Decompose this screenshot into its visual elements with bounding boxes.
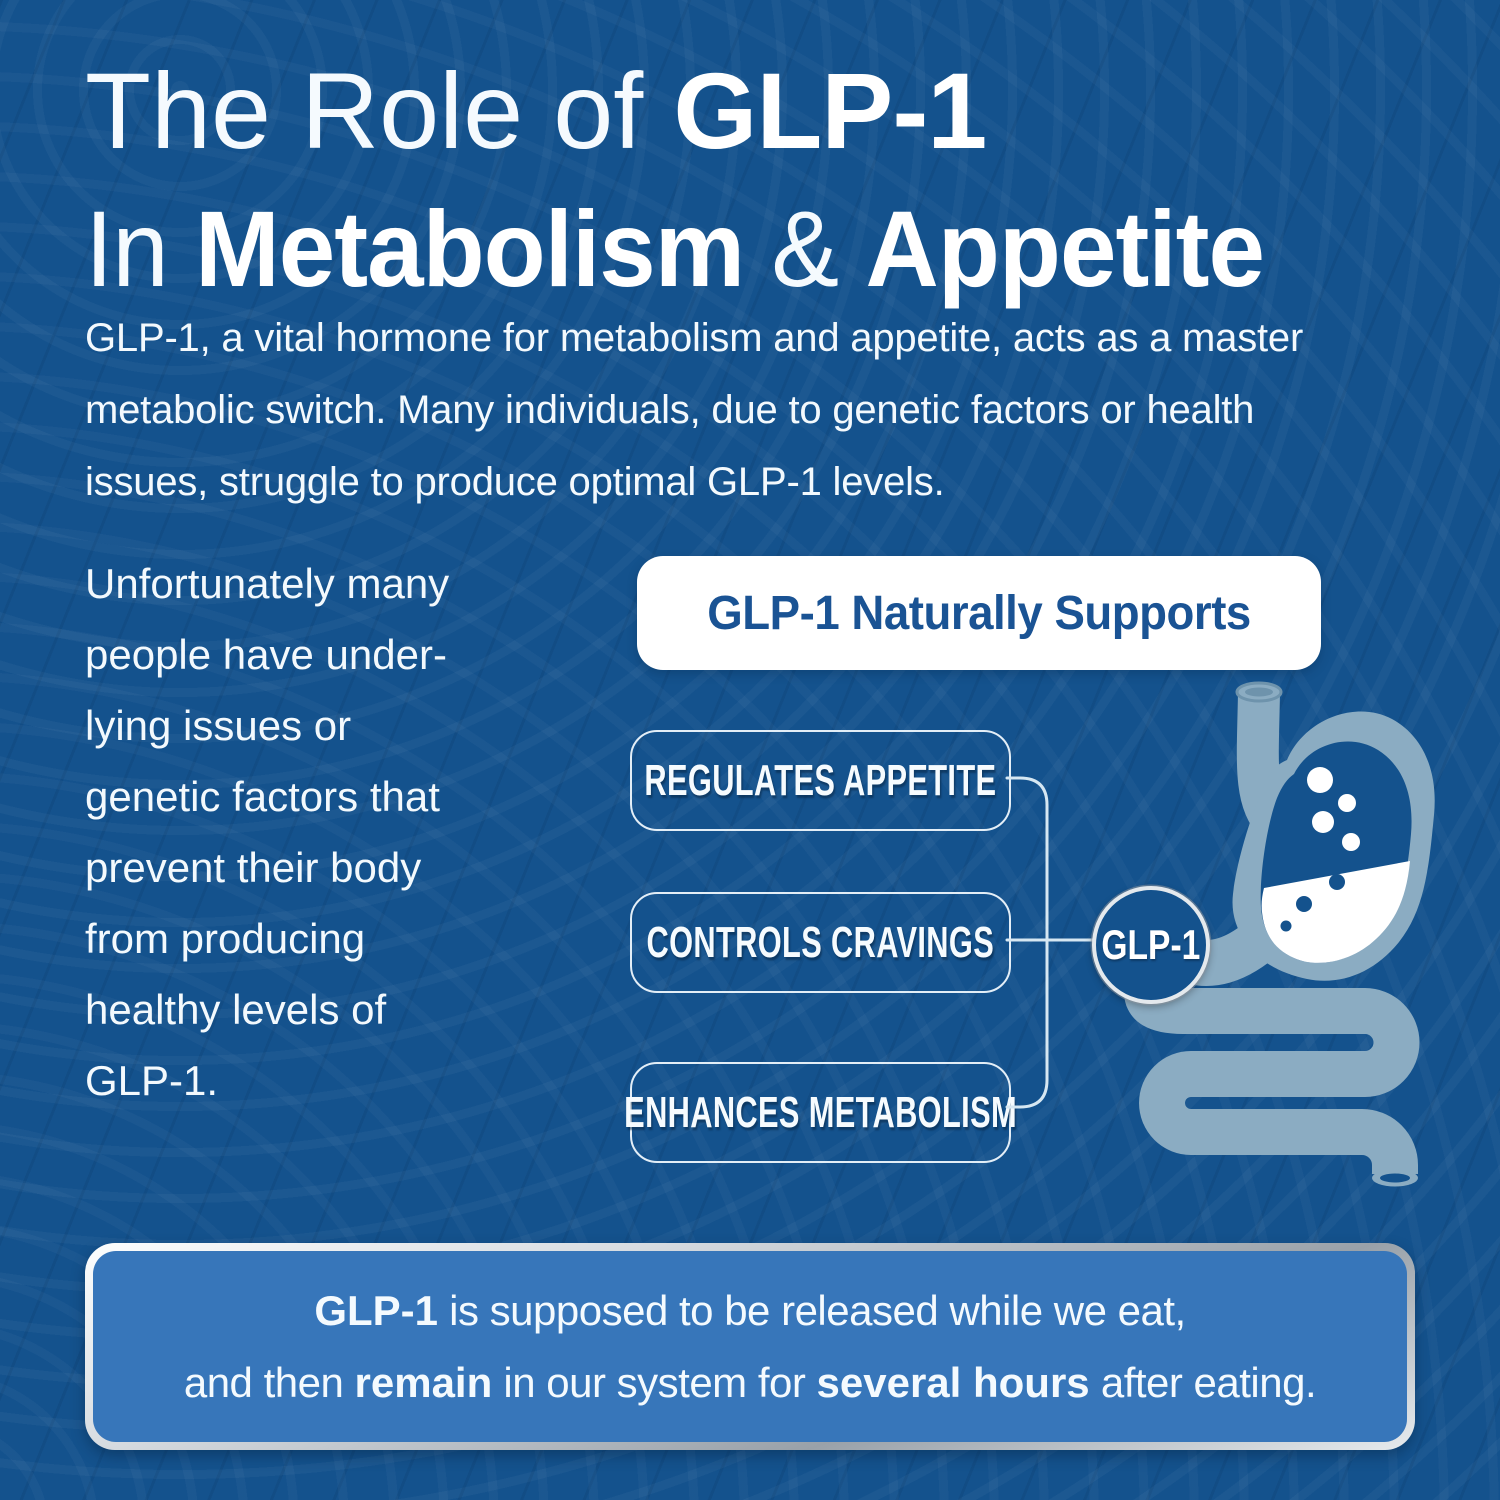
title-line2-bold1: Metabolism bbox=[195, 188, 745, 310]
callout-panel: GLP-1 is supposed to be released while w… bbox=[85, 1243, 1415, 1450]
supports-heading-text: GLP-1 Naturally Supports bbox=[707, 586, 1251, 640]
bubble-dot bbox=[1307, 767, 1333, 793]
intro-paragraph: GLP-1, a vital hormone for metabolism an… bbox=[85, 316, 1304, 504]
supports-item-enhances-metabolism: ENHANCES METABOLISM bbox=[624, 1062, 1017, 1163]
bubble-dot bbox=[1312, 811, 1334, 833]
title-line2-light: In bbox=[85, 188, 169, 310]
callout-bold-remain: remain bbox=[354, 1358, 493, 1406]
title-line-2: In Metabolism & Appetite bbox=[85, 180, 1265, 318]
callout-bold-glp1: GLP-1 bbox=[314, 1286, 439, 1334]
title-line1-light: The Role of bbox=[85, 50, 644, 171]
food-dot bbox=[1280, 920, 1292, 932]
stomach-liquid bbox=[1261, 861, 1410, 963]
bubble-dot bbox=[1342, 833, 1360, 851]
glp1-hub-label: GLP-1 bbox=[1101, 921, 1201, 968]
callout-inner: GLP-1 is supposed to be released while w… bbox=[93, 1251, 1407, 1442]
title-line1-bold: GLP-1 bbox=[673, 50, 987, 171]
supports-heading-panel: GLP-1 Naturally Supports bbox=[637, 556, 1321, 670]
callout-line2-post: after eating. bbox=[1089, 1358, 1317, 1406]
supports-item-label: ENHANCES METABOLISM bbox=[624, 1087, 1017, 1137]
callout-line-1: GLP-1 is supposed to be released while w… bbox=[314, 1278, 1186, 1344]
stomach-illustration bbox=[1123, 681, 1435, 1187]
intestines bbox=[1123, 930, 1420, 1174]
callout-bold-several-hours: several hours bbox=[816, 1358, 1090, 1406]
side-paragraph: Unfortunately many people have under- ly… bbox=[85, 560, 450, 1104]
food-dot bbox=[1329, 874, 1345, 890]
callout-line1-rest: is supposed to be released while we eat, bbox=[438, 1286, 1186, 1334]
supports-item-label: CONTROLS CRAVINGS bbox=[646, 917, 995, 967]
callout-line2-mid: in our system for bbox=[492, 1358, 817, 1406]
title-line2-bold2: Appetite bbox=[865, 188, 1265, 310]
title-ampersand: & bbox=[771, 188, 839, 310]
title-line-1: The Role of GLP-1 bbox=[85, 42, 1339, 180]
bubble-dot bbox=[1338, 794, 1356, 812]
supports-item-regulates-appetite: REGULATES APPETITE bbox=[630, 730, 1011, 831]
supports-item-label: REGULATES APPETITE bbox=[644, 755, 997, 805]
supports-item-controls-cravings: CONTROLS CRAVINGS bbox=[630, 892, 1011, 993]
food-dot bbox=[1296, 896, 1312, 912]
callout-line2-pre: and then bbox=[183, 1358, 355, 1406]
glp1-hub-badge: GLP-1 bbox=[1092, 886, 1210, 1004]
page-title: The Role of GLP-1 In Metabolism & Appeti… bbox=[85, 42, 1339, 318]
callout-line-2: and then remain in our system for severa… bbox=[183, 1350, 1317, 1416]
